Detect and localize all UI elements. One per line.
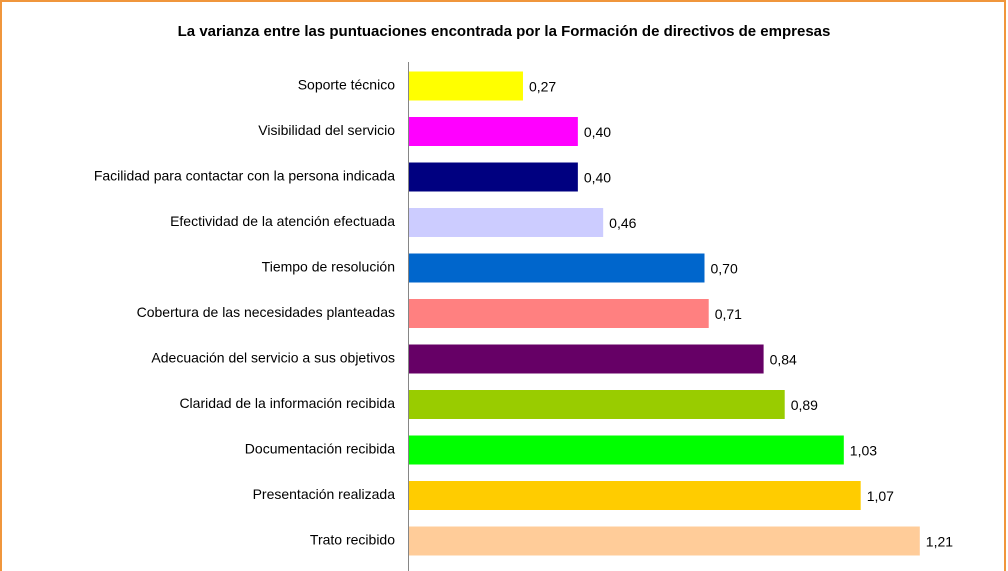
y-tick-label: Trato recibido (310, 532, 395, 548)
data-label: 0,84 (770, 352, 797, 368)
y-tick-label: Visibilidad del servicio (258, 122, 395, 138)
y-tick-label: Facilidad para contactar con la persona … (94, 168, 395, 184)
data-label: 0,46 (609, 215, 636, 231)
bar (409, 117, 578, 146)
y-tick-label: Soporte técnico (298, 77, 395, 93)
bar (409, 208, 604, 237)
data-label: 1,21 (926, 534, 953, 550)
bar (409, 526, 920, 556)
y-tick-label: Documentación recibida (245, 441, 395, 457)
data-label: 1,03 (850, 443, 877, 459)
data-label: 0,40 (584, 170, 611, 186)
bar (409, 481, 861, 510)
y-tick-label: Adecuación del servicio a sus objetivos (151, 350, 395, 366)
data-label: 0,40 (584, 124, 611, 140)
bar (409, 71, 523, 101)
bar (409, 299, 709, 328)
y-tick-label: Efectividad de la atención efectuada (170, 213, 395, 229)
y-tick-label: Claridad de la información recibida (179, 395, 395, 411)
bar (409, 253, 705, 283)
bar (409, 344, 764, 374)
y-tick-label: Tiempo de resolución (262, 259, 395, 275)
data-label: 1,07 (867, 488, 894, 504)
bar (409, 390, 785, 419)
bar (409, 162, 578, 192)
y-tick-label: Presentación realizada (253, 486, 396, 502)
chart-title: La varianza entre las puntuaciones encon… (178, 23, 831, 40)
data-label: 0,27 (529, 79, 556, 95)
bar (409, 435, 844, 465)
data-label: 0,70 (711, 261, 738, 277)
data-label: 0,71 (715, 306, 742, 322)
data-label: 0,89 (791, 397, 818, 413)
y-tick-label: Cobertura de las necesidades planteadas (137, 304, 395, 320)
